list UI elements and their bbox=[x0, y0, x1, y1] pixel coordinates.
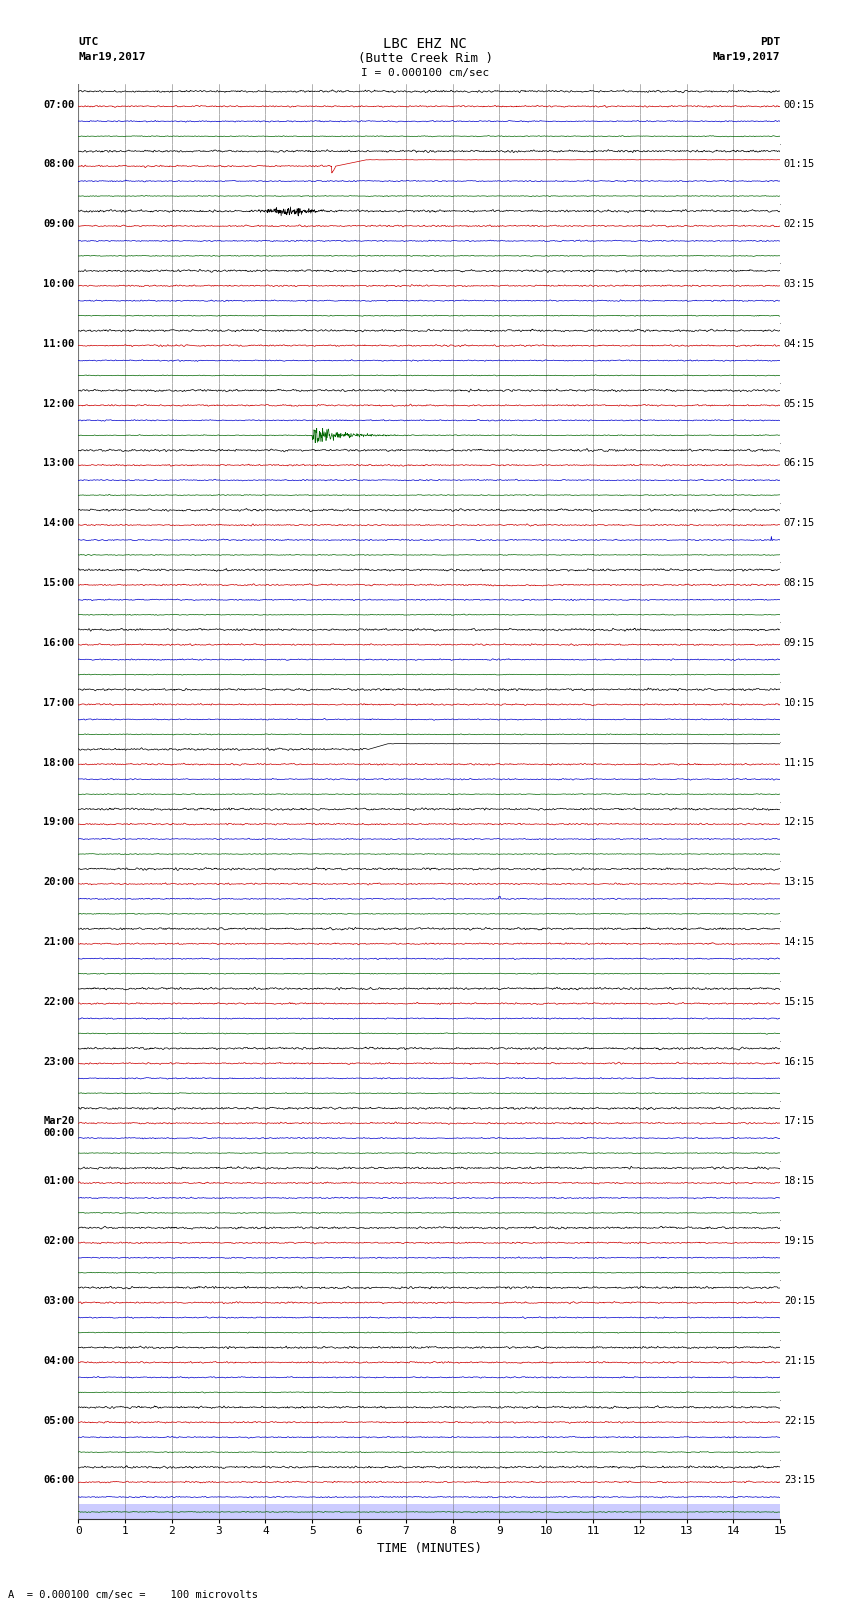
Text: 08:00: 08:00 bbox=[43, 160, 75, 169]
Text: 19:15: 19:15 bbox=[784, 1236, 815, 1247]
Text: 10:15: 10:15 bbox=[784, 698, 815, 708]
Text: Mar19,2017: Mar19,2017 bbox=[713, 52, 780, 61]
Text: 15:15: 15:15 bbox=[784, 997, 815, 1007]
Text: Mar20
00:00: Mar20 00:00 bbox=[43, 1116, 75, 1139]
Text: 00:15: 00:15 bbox=[784, 100, 815, 110]
Text: 11:00: 11:00 bbox=[43, 339, 75, 348]
Text: 06:15: 06:15 bbox=[784, 458, 815, 468]
Text: PDT: PDT bbox=[760, 37, 780, 47]
Text: 22:15: 22:15 bbox=[784, 1416, 815, 1426]
Text: 03:15: 03:15 bbox=[784, 279, 815, 289]
Text: 09:15: 09:15 bbox=[784, 637, 815, 648]
Text: 07:15: 07:15 bbox=[784, 518, 815, 529]
Text: 23:00: 23:00 bbox=[43, 1057, 75, 1066]
Text: 14:00: 14:00 bbox=[43, 518, 75, 529]
Text: 09:00: 09:00 bbox=[43, 219, 75, 229]
Text: 06:00: 06:00 bbox=[43, 1476, 75, 1486]
Text: 01:15: 01:15 bbox=[784, 160, 815, 169]
Text: 02:15: 02:15 bbox=[784, 219, 815, 229]
Text: UTC: UTC bbox=[78, 37, 99, 47]
X-axis label: TIME (MINUTES): TIME (MINUTES) bbox=[377, 1542, 482, 1555]
Text: 08:15: 08:15 bbox=[784, 577, 815, 589]
Text: 07:00: 07:00 bbox=[43, 100, 75, 110]
Text: 03:00: 03:00 bbox=[43, 1295, 75, 1307]
Text: I = 0.000100 cm/sec: I = 0.000100 cm/sec bbox=[361, 68, 489, 77]
Text: 13:15: 13:15 bbox=[784, 877, 815, 887]
Text: 16:00: 16:00 bbox=[43, 637, 75, 648]
Text: (Butte Creek Rim ): (Butte Creek Rim ) bbox=[358, 52, 492, 65]
Text: 13:00: 13:00 bbox=[43, 458, 75, 468]
Text: 12:15: 12:15 bbox=[784, 818, 815, 827]
Text: 19:00: 19:00 bbox=[43, 818, 75, 827]
Text: 01:00: 01:00 bbox=[43, 1176, 75, 1186]
Text: 17:00: 17:00 bbox=[43, 698, 75, 708]
Text: 20:00: 20:00 bbox=[43, 877, 75, 887]
Text: A  = 0.000100 cm/sec =    100 microvolts: A = 0.000100 cm/sec = 100 microvolts bbox=[8, 1590, 258, 1600]
Text: 21:15: 21:15 bbox=[784, 1355, 815, 1366]
Text: 04:15: 04:15 bbox=[784, 339, 815, 348]
Text: 02:00: 02:00 bbox=[43, 1236, 75, 1247]
Text: 05:15: 05:15 bbox=[784, 398, 815, 408]
Text: 14:15: 14:15 bbox=[784, 937, 815, 947]
Text: 21:00: 21:00 bbox=[43, 937, 75, 947]
Text: 23:15: 23:15 bbox=[784, 1476, 815, 1486]
Text: 17:15: 17:15 bbox=[784, 1116, 815, 1126]
Text: Mar19,2017: Mar19,2017 bbox=[78, 52, 145, 61]
Text: LBC EHZ NC: LBC EHZ NC bbox=[383, 37, 467, 52]
Text: 11:15: 11:15 bbox=[784, 758, 815, 768]
Text: 18:15: 18:15 bbox=[784, 1176, 815, 1186]
Text: 20:15: 20:15 bbox=[784, 1295, 815, 1307]
Text: 16:15: 16:15 bbox=[784, 1057, 815, 1066]
Text: 12:00: 12:00 bbox=[43, 398, 75, 408]
Text: 15:00: 15:00 bbox=[43, 577, 75, 589]
Text: 05:00: 05:00 bbox=[43, 1416, 75, 1426]
Text: 10:00: 10:00 bbox=[43, 279, 75, 289]
Text: 18:00: 18:00 bbox=[43, 758, 75, 768]
Text: 04:00: 04:00 bbox=[43, 1355, 75, 1366]
Text: 22:00: 22:00 bbox=[43, 997, 75, 1007]
